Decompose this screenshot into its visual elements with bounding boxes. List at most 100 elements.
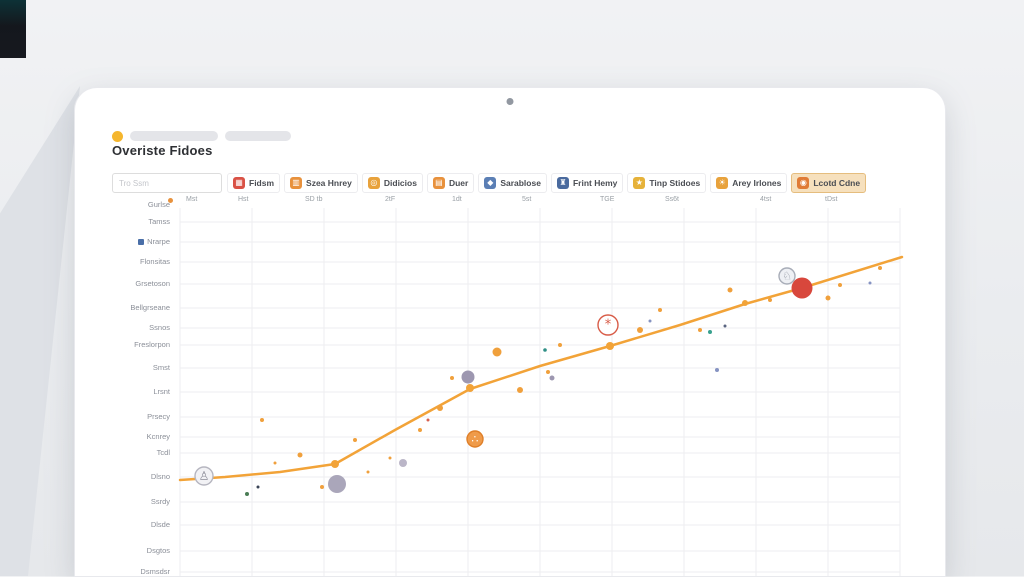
y-axis-label: Flonsitas	[139, 257, 170, 266]
trend-line	[178, 255, 904, 482]
milestone-badge-alert-glyph: *	[605, 318, 612, 333]
header-placeholder-bar	[130, 131, 218, 141]
y-axis-label: Freslorpon	[134, 340, 170, 349]
milestone-badge-top[interactable]: ♘	[778, 267, 796, 285]
sun-icon: ☀	[716, 177, 729, 189]
row-marker-icon	[138, 239, 145, 246]
filter-bar: ▦ Fidsm ▥ Szea Hnrey ◎ Didicios ▤ Duer ◆ Sarablos…	[227, 173, 867, 193]
filter-chip-duer[interactable]: ▤ Duer	[426, 173, 475, 193]
milestone-badge-mid-circle	[466, 430, 484, 448]
milestone-badge-start[interactable]: ♙	[194, 466, 214, 486]
target-icon: ◉	[797, 177, 810, 189]
x-axis-label: SD tb	[305, 196, 323, 203]
filter-chip-didicios[interactable]: ◎ Didicios	[361, 173, 423, 193]
y-axis-label: Nrarpe	[112, 237, 170, 247]
filter-chip-fidsm[interactable]: ▦ Fidsm	[227, 173, 281, 193]
data-point	[466, 384, 474, 392]
header-placeholder-bar	[225, 131, 291, 141]
filter-chip-label: Frint Hemy	[572, 178, 618, 188]
filter-chip-label: Fidsm	[249, 178, 275, 188]
filter-chip-label: Lcotd Cdne	[813, 178, 861, 188]
y-axis-label: Tcdl	[156, 448, 170, 457]
data-point	[331, 460, 339, 468]
app-logo-icon	[112, 130, 123, 142]
y-axis-label: Dlsde	[150, 520, 170, 529]
data-point	[727, 287, 733, 293]
data-point	[715, 368, 719, 372]
data-point	[353, 438, 357, 442]
data-point	[450, 376, 454, 380]
page-title: Overiste Fidoes	[112, 143, 213, 158]
x-axis-label: Mst	[186, 196, 198, 203]
shield-icon: ◆	[484, 177, 497, 189]
filter-chip-tinp-stidoes[interactable]: ★ Tinp Stidoes	[627, 173, 707, 193]
milestone-badge-start-glyph: ♙	[199, 469, 210, 483]
milestone-badge-start-circle	[194, 466, 214, 486]
data-point	[606, 342, 614, 350]
data-point	[437, 405, 443, 411]
y-axis-label: Dsmsdsr	[140, 567, 170, 576]
data-point	[648, 319, 652, 323]
data-point	[273, 461, 277, 465]
data-point	[260, 418, 264, 422]
data-point	[878, 266, 882, 270]
filter-chip-szea-hnrey[interactable]: ▥ Szea Hnrey	[284, 173, 358, 193]
y-axis-label: Dlsno	[150, 472, 170, 481]
y-axis-label: Kcnrey	[146, 432, 170, 441]
data-point	[426, 418, 430, 422]
x-axis-label: 1dt	[452, 196, 462, 203]
filter-chip-label: Arey Irlones	[732, 178, 782, 188]
doc-icon: ▤	[432, 177, 445, 189]
corner-decoration	[0, 0, 26, 58]
milestone-badge-alert[interactable]: *	[597, 314, 619, 336]
data-point	[546, 370, 550, 374]
data-point	[418, 428, 422, 432]
filter-chip-lcotd-cdne[interactable]: ◉ Lcotd Cdne	[791, 173, 867, 193]
chart-area: Mst Hst SD tb 2tF 1dt 5st TGE Ss6t 4tst tDst Gurl…	[112, 196, 904, 576]
disc-icon: ◎	[367, 177, 380, 189]
x-axis-label: 4tst	[760, 196, 772, 203]
search-input[interactable]	[112, 173, 222, 193]
data-point	[543, 348, 547, 352]
background-fold	[0, 86, 80, 576]
data-point	[388, 456, 392, 460]
star-icon: ★	[633, 177, 646, 189]
milestone-badge-mid[interactable]: ∴	[466, 430, 484, 448]
data-point	[549, 375, 555, 381]
data-point	[517, 387, 523, 393]
filter-chip-sarablose[interactable]: ◆ Sarablose	[478, 173, 547, 193]
y-axis-label: Lrsnt	[153, 387, 170, 396]
milestone-badge-mid-glyph: ∴	[472, 433, 479, 446]
x-axis-label: tDst	[825, 196, 838, 203]
filter-chip-frint-hemy[interactable]: ♜ Frint Hemy	[550, 173, 624, 193]
milestone-badge-alert-circle	[597, 314, 619, 336]
y-axis-label: Bellgrseane	[130, 303, 170, 312]
data-point	[658, 308, 662, 312]
y-axis-label: Grsetoson	[135, 279, 170, 288]
y-axis-label: Dsgtos	[146, 546, 170, 555]
axis-origin-dot	[168, 198, 173, 203]
y-axis-label: Gurlse	[147, 200, 170, 209]
y-axis-label: Smst	[152, 363, 170, 372]
data-point	[698, 328, 702, 332]
filter-chip-arey-irlones[interactable]: ☀ Arey Irlones	[710, 173, 788, 193]
chart-icon: ▥	[290, 177, 303, 189]
y-axis-label: Tamss	[148, 217, 170, 226]
filter-chip-label: Sarablose	[500, 178, 541, 188]
data-point	[366, 470, 370, 474]
trend-chart: ♙ ∴ * ♘	[178, 208, 904, 576]
data-point	[637, 327, 643, 333]
data-point	[492, 347, 502, 357]
x-axis-label: Hst	[238, 196, 249, 203]
data-point	[328, 475, 346, 493]
data-point	[868, 281, 872, 285]
highlight-point[interactable]	[791, 277, 813, 299]
data-point	[256, 485, 260, 489]
filter-chip-label: Didicios	[383, 178, 417, 188]
app-header	[112, 130, 291, 142]
data-point	[742, 300, 748, 306]
filter-chip-label: Szea Hnrey	[306, 178, 352, 188]
milestone-badge-top-circle	[778, 267, 796, 285]
data-point	[838, 283, 842, 287]
data-point	[245, 492, 249, 496]
